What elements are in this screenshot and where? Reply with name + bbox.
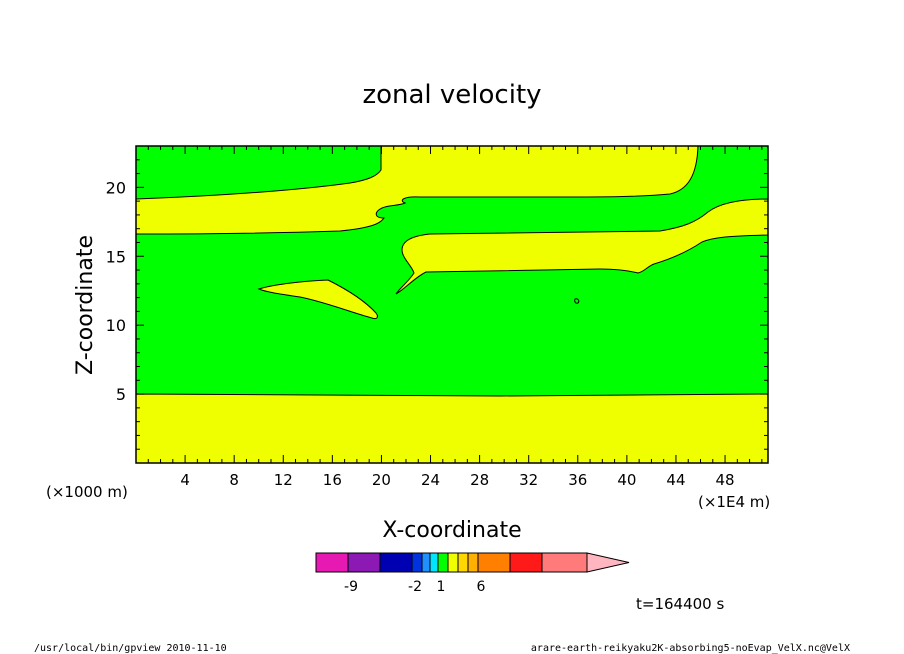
colorbar-swatch [411,552,423,573]
chart-title: zonal velocity [362,80,541,110]
colorbar-swatch [541,552,588,573]
y-unit-label: (×1000 m) [46,483,128,501]
footer-right: arare-earth-reikyaku2K-absorbing5-noEvap… [531,643,850,654]
yellow-lens [257,279,378,320]
colorbar-swatch [477,552,511,573]
footer-left: /usr/local/bin/gpview 2010-11-10 [34,643,227,654]
colorbar: -9 -2 1 6 [315,552,630,595]
colorbar-tick-label: 6 [477,579,486,595]
x-tick-label: 36 [568,471,587,489]
colorbar-swatch [315,552,349,573]
x-tick-label: 4 [180,471,190,489]
yellow-band-bottom [135,393,769,464]
small-contour-loop [574,298,580,304]
x-tick-label: 20 [372,471,391,489]
x-tick-label: 8 [229,471,239,489]
x-tick-label: 32 [519,471,538,489]
y-axis: 5 10 15 20 [106,159,768,450]
time-label: t=164400 s [636,595,724,613]
x-tick-label: 40 [617,471,636,489]
colorbar-tick-label: -2 [408,579,422,595]
colorbar-swatch [429,552,439,573]
colorbar-swatch [347,552,381,573]
y-tick-label: 10 [106,316,126,335]
colorbar-swatch [437,552,449,573]
colorbar-tick-label: -9 [344,579,358,595]
yellow-band-upper [135,145,699,235]
yellow-band-top [395,198,769,295]
colorbar-swatch [509,552,543,573]
x-unit-label: (×1E4 m) [698,493,770,511]
y-tick-label: 15 [106,247,126,266]
y-tick-label: 20 [106,178,126,197]
plot-area [135,145,769,464]
y-axis-label: Z-coordinate [73,235,98,375]
colorbar-tick-label: 1 [437,579,446,595]
plot-frame [135,145,769,464]
x-tick-label: 48 [716,471,735,489]
x-tick-label: 24 [421,471,440,489]
colorbar-swatch [379,552,413,573]
colorbar-extend-arrow [586,552,630,573]
colorbar-swatch [421,552,431,573]
x-tick-label: 28 [470,471,489,489]
x-axis-label: X-coordinate [382,518,521,543]
y-tick-label: 5 [116,385,126,404]
colorbar-swatch [447,552,459,573]
x-tick-label: 16 [323,471,342,489]
x-axis: 4 8 12 16 20 24 28 32 36 40 44 48 [147,146,763,489]
colorbar-swatch [467,552,479,573]
colorbar-swatch [457,552,469,573]
x-tick-label: 44 [666,471,685,489]
x-tick-label: 12 [274,471,293,489]
